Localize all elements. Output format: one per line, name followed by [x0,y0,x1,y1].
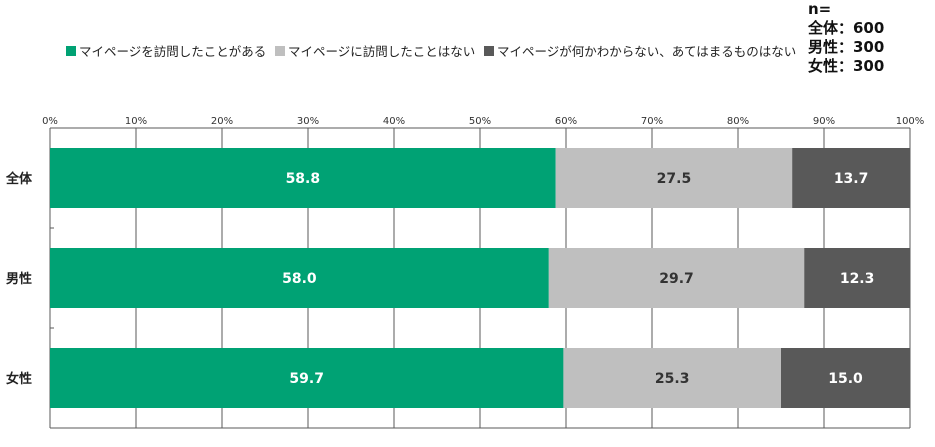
legend-swatch [275,46,285,56]
x-tick-label: 0% [42,116,58,127]
bar-segment [792,148,910,208]
legend-swatch [484,46,494,56]
data-label: 58.0 [282,271,317,287]
data-label: 15.0 [828,371,863,387]
sample-size-box: n= 全体：600 男性：300 女性：300 [807,0,884,75]
x-tick-label: 10% [125,116,147,127]
bar-segment [50,248,549,308]
x-tick-label: 40% [383,116,405,127]
bar-segment [781,348,910,408]
data-label: 13.7 [834,171,869,187]
legend-item-3: マイページが何かわからない、あてはまるものはない [484,44,796,59]
data-label: 25.3 [655,371,690,387]
x-tick-label: 20% [211,116,233,127]
bar-segment [50,148,556,208]
legend-item-1: マイページを訪問したことがある [66,44,266,59]
legend-swatch [66,46,76,56]
bar-segment [804,248,910,308]
x-tick-label: 80% [727,116,749,127]
x-tick-label: 100% [896,116,925,127]
sample-size-total: 全体：600 [807,19,884,37]
sample-size-female: 女性：300 [808,57,884,75]
x-tick-label: 30% [297,116,319,127]
category-label: 女性 [6,371,32,387]
x-tick-label: 90% [813,116,835,127]
bar-segment [50,348,564,408]
data-label: 12.3 [840,271,875,287]
bar-segment [548,248,805,308]
bar-segment [555,148,793,208]
legend-label: マイページが何かわからない、あてはまるものはない [497,44,796,59]
category-label: 男性 [6,271,32,287]
legend-label: マイページに訪問したことはない [288,44,475,59]
x-tick-label: 60% [555,116,577,127]
sample-size-header: n= [808,0,831,18]
legend: マイページを訪問したことがある マイページに訪問したことはない マイページが何かわか… [66,44,796,59]
data-label: 27.5 [657,171,692,187]
x-axis-ticks: 0% 10% 20% 30% 40% 50% 60% 70% 80% 90% 100% [42,116,924,127]
legend-item-2: マイページに訪問したことはない [275,44,475,59]
x-tick-label: 50% [469,116,491,127]
bars: 58.8 27.5 13.7 58.0 29.7 12.3 59.7 25.3 15.0 [50,148,910,408]
category-label: 全体 [5,171,33,187]
data-label: 58.8 [286,171,321,187]
legend-label: マイページを訪問したことがある [79,44,266,59]
bar-segment [563,348,781,408]
sample-size-male: 男性：300 [808,38,884,56]
data-label: 29.7 [659,271,694,287]
data-label: 59.7 [289,371,324,387]
x-tick-label: 70% [641,116,663,127]
